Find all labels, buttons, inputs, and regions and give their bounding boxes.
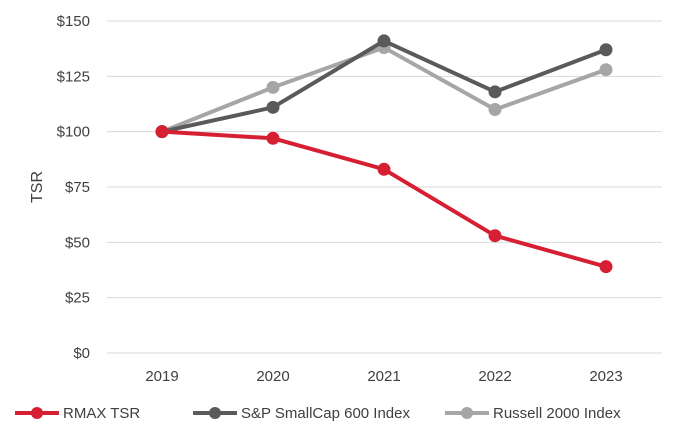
legend-swatch-marker bbox=[461, 407, 473, 419]
x-tick-label: 2021 bbox=[367, 368, 400, 385]
data-point bbox=[377, 162, 391, 176]
gridlines bbox=[107, 20, 662, 354]
legend: RMAX TSR S&P SmallCap 600 Index Russell 20… bbox=[15, 405, 621, 422]
series-line bbox=[160, 38, 608, 134]
x-tick-label: 2020 bbox=[256, 368, 289, 385]
y-tick-label: $125 bbox=[57, 68, 90, 85]
series-0 bbox=[155, 125, 613, 274]
y-tick-label: $25 bbox=[65, 290, 90, 307]
data-point bbox=[155, 125, 169, 139]
data-point bbox=[488, 229, 502, 243]
data-point bbox=[599, 260, 613, 274]
y-tick-label: $75 bbox=[65, 179, 90, 196]
legend-label: Russell 2000 Index bbox=[493, 405, 621, 422]
legend-item: S&P SmallCap 600 Index bbox=[193, 405, 410, 422]
y-tick-label: $50 bbox=[65, 234, 90, 251]
series-lines bbox=[155, 34, 613, 274]
legend-label: S&P SmallCap 600 Index bbox=[241, 405, 410, 422]
data-point bbox=[266, 100, 280, 114]
y-tick-label: $0 bbox=[73, 345, 90, 362]
series-2 bbox=[155, 41, 613, 139]
data-point bbox=[266, 131, 280, 145]
y-axis-title: TSR bbox=[29, 171, 46, 203]
data-point bbox=[599, 43, 613, 57]
data-point bbox=[377, 34, 391, 48]
y-tick-label: $150 bbox=[57, 13, 90, 30]
legend-item: RMAX TSR bbox=[15, 405, 140, 422]
legend-item: Russell 2000 Index bbox=[445, 405, 621, 422]
x-tick-label: 2022 bbox=[478, 368, 511, 385]
series-line bbox=[160, 129, 608, 269]
data-point bbox=[266, 80, 280, 94]
data-point bbox=[599, 63, 613, 77]
y-tick-label: $100 bbox=[57, 124, 90, 141]
x-tick-label: 2019 bbox=[145, 368, 178, 385]
data-point bbox=[488, 103, 502, 117]
legend-swatch-marker bbox=[209, 407, 221, 419]
legend-label: RMAX TSR bbox=[63, 405, 140, 422]
x-axis-ticks: 2019 2020 2021 2022 2023 bbox=[145, 368, 622, 385]
legend-swatch-marker bbox=[31, 407, 43, 419]
y-axis-ticks: $0 $25 $50 $75 $100 $125 $150 bbox=[57, 13, 90, 362]
data-point bbox=[488, 85, 502, 99]
x-tick-label: 2023 bbox=[589, 368, 622, 385]
